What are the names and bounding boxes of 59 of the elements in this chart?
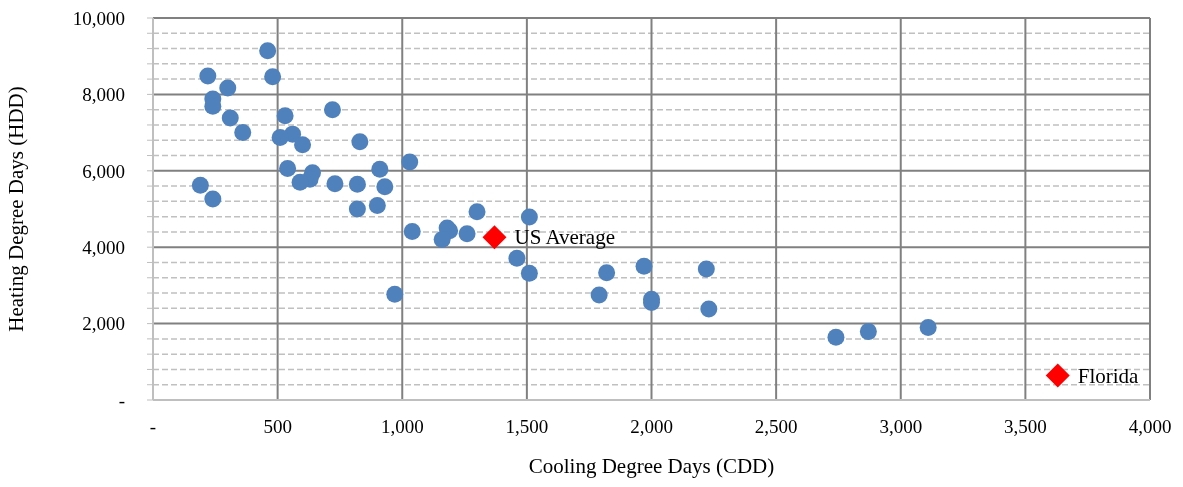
point: [508, 249, 526, 267]
point: [520, 264, 538, 282]
point: [191, 176, 209, 194]
x-tick-label: 2,500: [754, 416, 798, 438]
y-axis-title: Heating Degree Days (HDD): [4, 86, 29, 332]
point: [919, 318, 937, 336]
x-tick-label: 1,000: [380, 416, 424, 438]
point: [264, 68, 282, 86]
point: [234, 124, 252, 142]
point: [458, 225, 476, 243]
point: [348, 200, 366, 218]
x-tick-label: 4,000: [1128, 416, 1172, 438]
y-tick-label: 4,000: [82, 236, 125, 258]
point: [482, 225, 507, 250]
point: [199, 67, 217, 85]
x-axis-title: Cooling Degree Days (CDD): [528, 454, 775, 478]
point: [271, 129, 289, 147]
point: [386, 285, 404, 303]
x-tick-label: -: [149, 416, 157, 438]
point: [433, 231, 451, 249]
series-label: Florida: [1077, 363, 1140, 388]
x-tick-label: 500: [263, 416, 292, 438]
point: [697, 260, 715, 278]
point: [376, 178, 394, 196]
y-tick-label: 2,000: [82, 313, 125, 335]
point: [635, 257, 653, 275]
point: [291, 173, 309, 191]
x-tick-label: 3,000: [879, 416, 923, 438]
point: [598, 264, 616, 282]
point: [323, 101, 341, 119]
point: [590, 286, 608, 304]
point: [279, 160, 297, 178]
y-tick-label: 6,000: [82, 160, 125, 182]
point: [348, 175, 366, 193]
point: [326, 175, 344, 193]
point: [401, 153, 419, 171]
point: [371, 160, 389, 178]
y-tick-label: 10,000: [72, 7, 125, 29]
point: [827, 328, 845, 346]
x-tick-label: 2,000: [630, 416, 673, 438]
point: [520, 208, 538, 226]
point: [403, 223, 421, 241]
x-tick-label: 3,500: [1004, 416, 1047, 438]
point: [219, 79, 237, 97]
point: [368, 197, 386, 215]
y-tick-label: -: [118, 389, 125, 411]
point: [294, 136, 312, 154]
point: [1045, 363, 1070, 388]
point: [468, 203, 486, 221]
point: [859, 323, 877, 341]
series-label: US Average: [514, 225, 615, 250]
y-tick-label: 8,000: [82, 84, 125, 106]
x-tick-label: 1,500: [505, 416, 549, 438]
point: [700, 300, 718, 318]
point: [351, 133, 369, 151]
point: [276, 107, 294, 125]
point: [204, 190, 222, 208]
point: [259, 42, 277, 60]
point: [221, 109, 239, 127]
